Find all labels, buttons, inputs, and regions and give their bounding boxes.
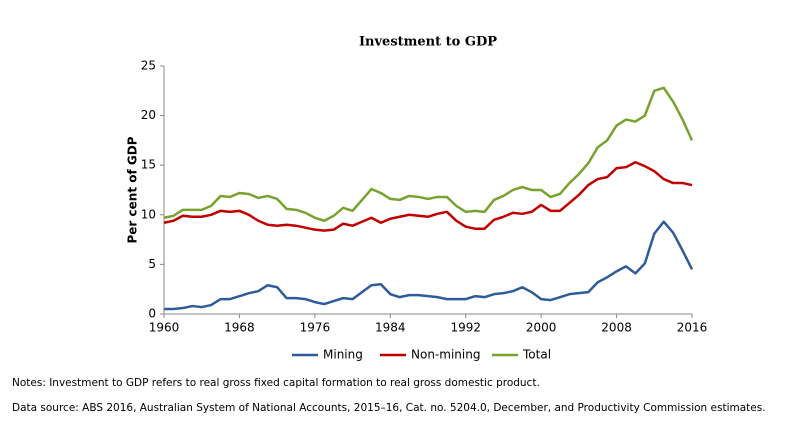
y-axis-label: Per cent of GDP — [126, 136, 140, 243]
x-tick-label: 2000 — [526, 321, 557, 335]
x-tick-label: 1984 — [375, 321, 406, 335]
source: Data source: ABS 2016, Australian System… — [12, 402, 766, 414]
legend-label: Non-mining — [411, 348, 480, 362]
legend-label: Total — [522, 348, 551, 362]
x-tick-label: 1992 — [450, 321, 481, 335]
x-tick-label: 1976 — [300, 321, 331, 335]
x-tick-label: 2016 — [677, 321, 708, 335]
legend-label: Mining — [323, 348, 363, 362]
y-tick-label: 0 — [148, 307, 156, 321]
y-tick-label: 15 — [141, 158, 156, 172]
y-tick-label: 10 — [141, 207, 156, 221]
line-series — [163, 160, 693, 232]
line-series — [163, 86, 694, 223]
y-tick-label: 20 — [141, 108, 156, 122]
x-tick-label: 2008 — [601, 321, 632, 335]
x-tick-label: 1968 — [224, 321, 255, 335]
y-tick-label: 5 — [148, 257, 156, 271]
notes: Notes: Investment to GDP refers to real … — [12, 377, 540, 389]
line-series — [164, 220, 694, 311]
x-tick-label: 1960 — [149, 321, 180, 335]
chart-title: Investment to GDP — [359, 35, 497, 50]
y-tick-label: 25 — [141, 59, 156, 73]
